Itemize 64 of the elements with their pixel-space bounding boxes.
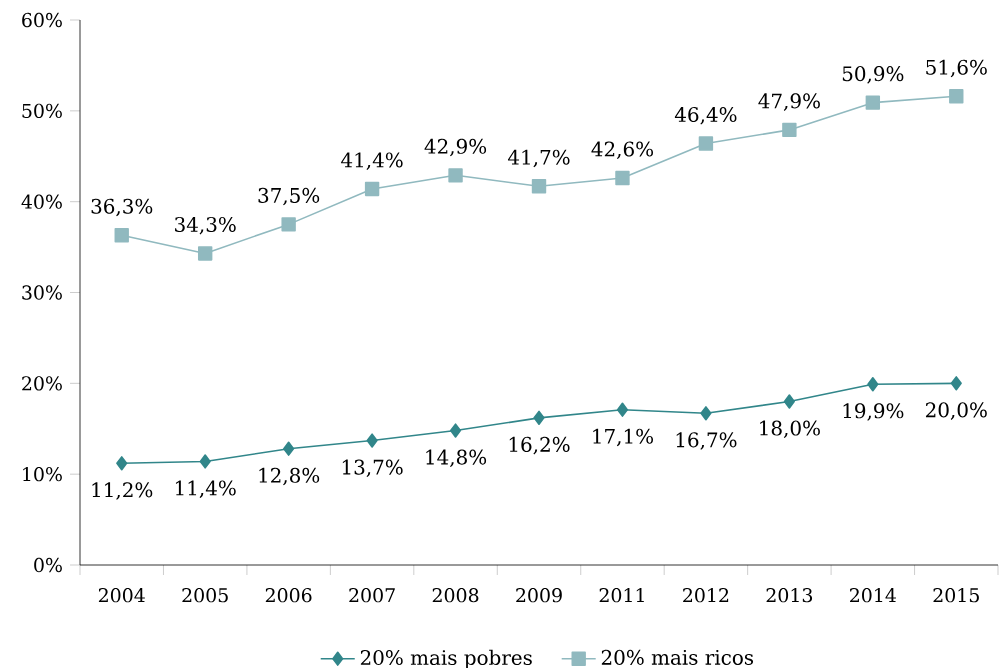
x-tick-label: 2014: [850, 588, 896, 603]
point: [698, 136, 714, 151]
point: [949, 89, 964, 104]
point: [281, 217, 296, 232]
data-label: 11,2%: [92, 482, 153, 500]
data-label: 18,0%: [760, 420, 820, 439]
data-label: 51,6%: [926, 59, 987, 78]
x-tick-label: 2013: [766, 588, 813, 603]
point: [615, 170, 630, 186]
data-label: 14,8%: [426, 449, 487, 468]
point: [700, 406, 712, 421]
y-tick-label: 60%: [22, 12, 62, 28]
data-label: 11,4%: [175, 480, 236, 498]
x-tick-label: 2004: [98, 588, 145, 603]
point: [783, 394, 795, 409]
x-tick-label: 2011: [599, 588, 644, 603]
y-tick-label: 20%: [22, 376, 62, 391]
data-label: 46,4%: [674, 106, 737, 125]
x-tick-label: 2012: [683, 588, 729, 603]
y-tick-label: 30%: [22, 285, 62, 300]
legend-label: 20% mais pobres: [360, 649, 532, 668]
point: [448, 168, 463, 183]
data-label: 12,8%: [259, 467, 320, 486]
data-label: 42,6%: [591, 141, 654, 160]
data-label: 16,2%: [509, 436, 570, 455]
point: [531, 179, 547, 194]
point: [867, 377, 879, 392]
point: [865, 95, 881, 110]
point: [116, 456, 128, 471]
data-label: 37,5%: [258, 187, 320, 206]
data-label: 13,7%: [342, 459, 403, 478]
x-tick-label: 2006: [265, 588, 312, 603]
data-label: 47,9%: [758, 93, 820, 111]
point: [199, 454, 211, 469]
data-label: 19,9%: [843, 403, 904, 421]
point: [616, 402, 629, 417]
x-tick-label: 2008: [432, 588, 479, 603]
data-label: 34,3%: [175, 216, 236, 235]
data-label: 17,1%: [593, 428, 654, 447]
data-label: 20,0%: [925, 402, 987, 420]
point: [449, 423, 462, 438]
data-label: 16,7%: [676, 432, 737, 450]
point: [366, 433, 378, 448]
y-tick-label: 0%: [34, 557, 62, 573]
legend-label: 20% mais ricos: [601, 649, 754, 665]
point: [364, 181, 380, 197]
data-label: 41,4%: [341, 152, 403, 170]
y-tick-label: 10%: [23, 467, 62, 482]
x-tick-label: 2005: [182, 588, 228, 603]
point: [782, 122, 797, 138]
point: [283, 441, 295, 456]
y-tick-label: 40%: [21, 194, 62, 209]
point: [197, 246, 213, 261]
data-label: 50,9%: [842, 66, 904, 84]
x-tick-label: 2007: [349, 588, 395, 603]
point: [114, 228, 129, 243]
point: [533, 410, 545, 426]
data-label: 41,7%: [507, 149, 570, 168]
x-tick-label: 2009: [516, 588, 562, 603]
data-label: 36,3%: [91, 198, 153, 217]
x-tick-label: 2015: [933, 588, 979, 603]
data-label: 42,9%: [424, 138, 487, 157]
point: [950, 376, 962, 391]
y-tick-label: 50%: [22, 103, 62, 119]
